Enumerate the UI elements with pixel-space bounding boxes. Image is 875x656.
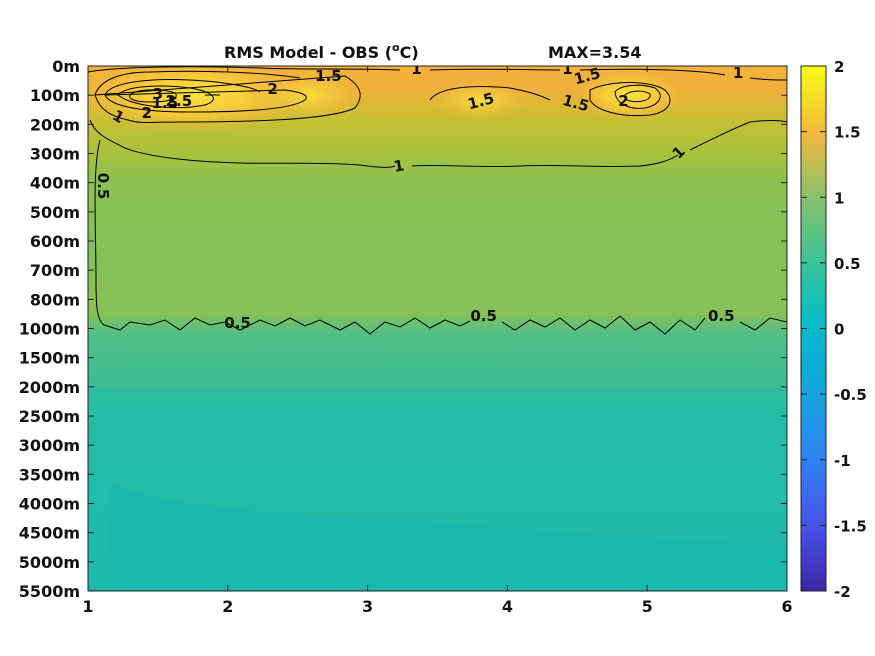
y-tick-label: 400m (30, 174, 80, 193)
contour-label: 0.5 (470, 307, 497, 325)
contour-label: 0.5 (94, 173, 112, 200)
y-tick-label: 1500m (19, 349, 80, 368)
contour-line-2.5 (117, 85, 214, 109)
y-tick-label: 800m (30, 290, 80, 309)
y-tick-label: 2000m (19, 378, 80, 397)
x-tick-label: 1 (82, 597, 93, 616)
colorbar-tick-label: 1 (834, 189, 844, 207)
contour-label: 2.5 (166, 92, 193, 110)
contour-line-3 (129, 89, 177, 103)
x-tick-label: 6 (781, 597, 792, 616)
y-tick-label: 3000m (19, 436, 80, 455)
y-tick-label: 4500m (19, 524, 80, 543)
contour-label: 1.5 (572, 64, 602, 88)
x-tick-label: 5 (642, 597, 653, 616)
contour-line-0.5 (94, 139, 787, 335)
y-tick-label: 5500m (19, 582, 80, 601)
max-label: MAX=3.54 (548, 43, 642, 62)
colorbar-tick-label: -1.5 (834, 517, 867, 535)
y-tick-label: 0m (52, 57, 80, 76)
x-tick-label: 4 (502, 597, 513, 616)
contour-label: 1 (733, 64, 743, 82)
x-tick-label: 2 (222, 597, 233, 616)
y-tick-label: 5000m (19, 553, 80, 572)
colorbar-tick-label: 0 (834, 321, 844, 339)
contour-label: 1.5 (152, 94, 179, 112)
contour-label: 2 (618, 92, 628, 110)
contour-line-1-top (88, 66, 787, 81)
contour-line-1 (89, 119, 787, 168)
title-main: RMS Model - OBS ( (224, 43, 392, 62)
y-tick-label: 700m (30, 261, 80, 280)
contour-label: 1.5 (315, 67, 342, 85)
colorbar-tick-label: -0.5 (834, 386, 867, 404)
contour-label: 1 (392, 156, 405, 176)
colorbar-tick-label: -2 (834, 583, 851, 601)
contour-label: 1 (411, 60, 421, 78)
y-tick-label: 100m (30, 86, 80, 105)
contour-line-1.5 (94, 70, 361, 123)
contour-line-2 (104, 79, 307, 113)
contour-label: 1 (562, 60, 572, 78)
contour-line-2-b (614, 84, 661, 109)
contour-label: 3 (153, 85, 163, 103)
chart-title: RMS Model - OBS (oC) (224, 41, 419, 62)
x-tick-label: 3 (362, 597, 373, 616)
y-tick-label: 3500m (19, 465, 80, 484)
colorbar-ticks: 2 1.5 1 0.5 0 -0.5 -1 -1.5 -2 (801, 58, 867, 601)
contour-label: 2 (141, 104, 151, 122)
y-tick-label: 2500m (19, 407, 80, 426)
y-tick-label: 200m (30, 115, 80, 134)
contour-line-1.5-b (429, 82, 671, 117)
colorbar-tick-label: 2 (834, 58, 844, 76)
contour-label: 2 (267, 80, 277, 98)
colorbar-tick-label: -1 (834, 452, 851, 470)
contour-lines (88, 66, 787, 335)
contour-label: 0.5 (224, 314, 251, 332)
y-axis: 0m 100m 200m 300m 400m 500m 600m 700m 800m 1000m 1… (19, 57, 787, 601)
y-tick-label: 1000m (19, 320, 80, 339)
title-superscript: o (392, 41, 400, 54)
y-tick-label: 300m (30, 145, 80, 164)
colorbar-tick-label: 0.5 (834, 255, 861, 273)
y-tick-label: 600m (30, 232, 80, 251)
colorbar-tick-label: 1.5 (834, 124, 861, 142)
title-unit: C) (400, 43, 419, 62)
contour-label: 0.5 (708, 307, 735, 325)
y-tick-label: 4000m (19, 495, 80, 514)
y-tick-label: 500m (30, 203, 80, 222)
contour-line-2.5-c (624, 90, 651, 103)
